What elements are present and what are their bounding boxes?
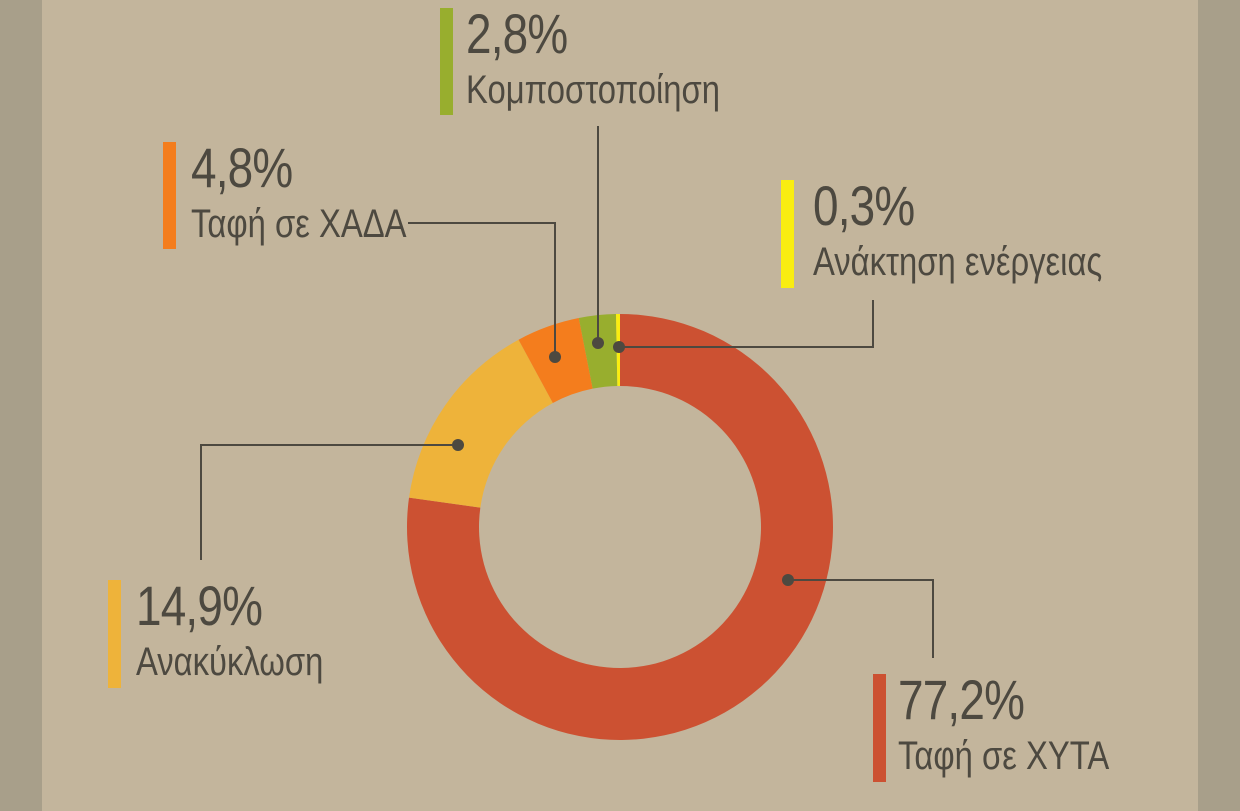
color-bar-anaktisi-energeias <box>781 180 794 288</box>
label-anakyklosi: 14,9% Ανακύκλωση <box>136 574 324 684</box>
name-taphi-xada: Ταφή σε ΧΑΔΑ <box>191 202 407 246</box>
name-taphi-xyta: Ταφή σε ΧΥΤΑ <box>898 734 1110 778</box>
leader-taphi-xada <box>408 222 556 357</box>
name-anakyklosi: Ανακύκλωση <box>136 640 324 684</box>
slice-kompostopoiisi <box>578 314 618 389</box>
color-bar-taphi-xyta <box>873 674 886 782</box>
name-kompostopoiisi: Κομποστοποίηση <box>466 68 720 112</box>
leader-anakyklosi <box>200 444 458 560</box>
slice-anakyklosi <box>409 339 553 508</box>
slice-taphi-xyta <box>407 314 833 740</box>
leader-taphi-xyta-dot <box>782 574 794 586</box>
value-taphi-xyta: 77,2% <box>898 668 1025 731</box>
value-anakyklosi: 14,9% <box>136 574 263 637</box>
leader-anakyklosi-dot <box>452 439 464 451</box>
label-kompostopoiisi: 2,8% Κομποστοποίηση <box>466 2 720 112</box>
value-kompostopoiisi: 2,8% <box>466 2 568 65</box>
leader-taphi-xyta <box>788 579 934 658</box>
leader-anaktisi-energeias <box>619 300 874 348</box>
label-taphi-xada: 4,8% Ταφή σε ΧΑΔΑ <box>191 136 407 246</box>
leader-anaktisi-energeias-dot <box>613 341 625 353</box>
value-anaktisi-energeias: 0,3% <box>813 174 915 237</box>
value-taphi-xada: 4,8% <box>191 136 293 199</box>
label-taphi-xyta: 77,2% Ταφή σε ΧΥΤΑ <box>898 668 1110 778</box>
name-anaktisi-energeias: Ανάκτηση ενέργειας <box>813 240 1103 284</box>
label-anaktisi-energeias: 0,3% Ανάκτηση ενέργειας <box>813 174 1103 284</box>
color-bar-anakyklosi <box>108 580 121 688</box>
leader-taphi-xada-dot <box>549 351 561 363</box>
color-bar-taphi-xada <box>163 142 176 249</box>
color-bar-kompostopoiisi <box>440 8 453 115</box>
leader-kompostopoiisi-dot <box>592 337 604 349</box>
